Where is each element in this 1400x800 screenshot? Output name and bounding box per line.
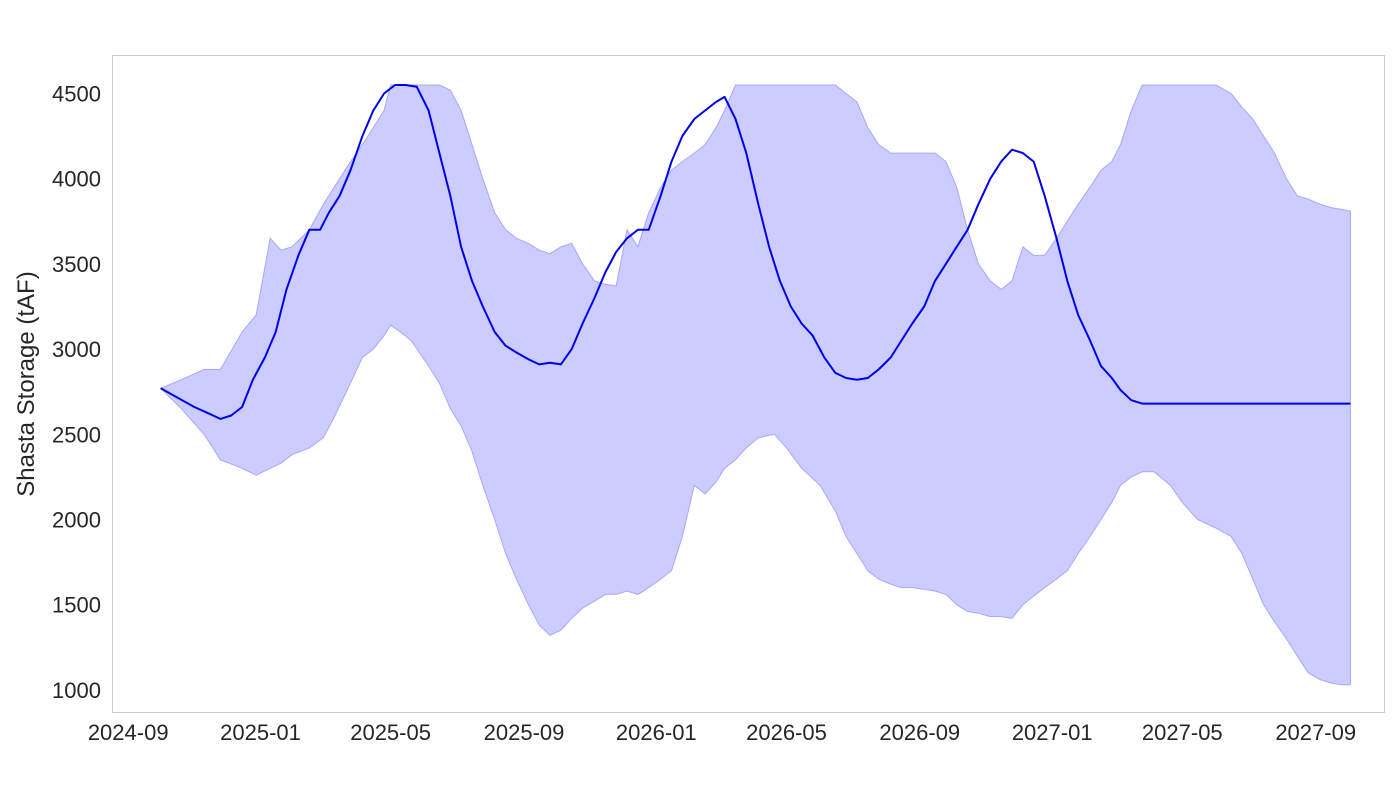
y-tick-label: 1000 <box>52 678 101 703</box>
y-tick-label: 3000 <box>52 337 101 362</box>
x-tick-label: 2027-01 <box>1012 720 1093 745</box>
y-axis-title: Shasta Storage (tAF) <box>13 271 40 496</box>
x-tick-label: 2027-09 <box>1275 720 1356 745</box>
storage-line-layer <box>160 84 1351 420</box>
x-tick-label: 2026-01 <box>616 720 697 745</box>
y-tick-label: 2000 <box>52 508 101 533</box>
x-tick-label: 2025-05 <box>350 720 431 745</box>
y-tick-label: 3500 <box>52 252 101 277</box>
storage-line-series-0 <box>160 84 1351 420</box>
y-tick-label: 4000 <box>52 167 101 192</box>
x-tick-label: 2024-09 <box>88 720 169 745</box>
x-tick-label: 2027-05 <box>1142 720 1223 745</box>
y-tick-labels: 1000 1500 2000 2500 3000 3500 4000 4500 <box>52 82 101 703</box>
x-tick-label: 2026-05 <box>746 720 827 745</box>
x-tick-labels: 2024-09 2025-01 2025-05 2025-09 2026-01 2026-… <box>88 720 1356 745</box>
x-tick-label: 2026-09 <box>879 720 960 745</box>
x-tick-label: 2025-01 <box>220 720 301 745</box>
x-tick-label: 2025-09 <box>484 720 565 745</box>
y-tick-label: 2500 <box>52 422 101 447</box>
y-tick-label: 1500 <box>52 593 101 618</box>
y-tick-label: 4500 <box>52 82 101 107</box>
